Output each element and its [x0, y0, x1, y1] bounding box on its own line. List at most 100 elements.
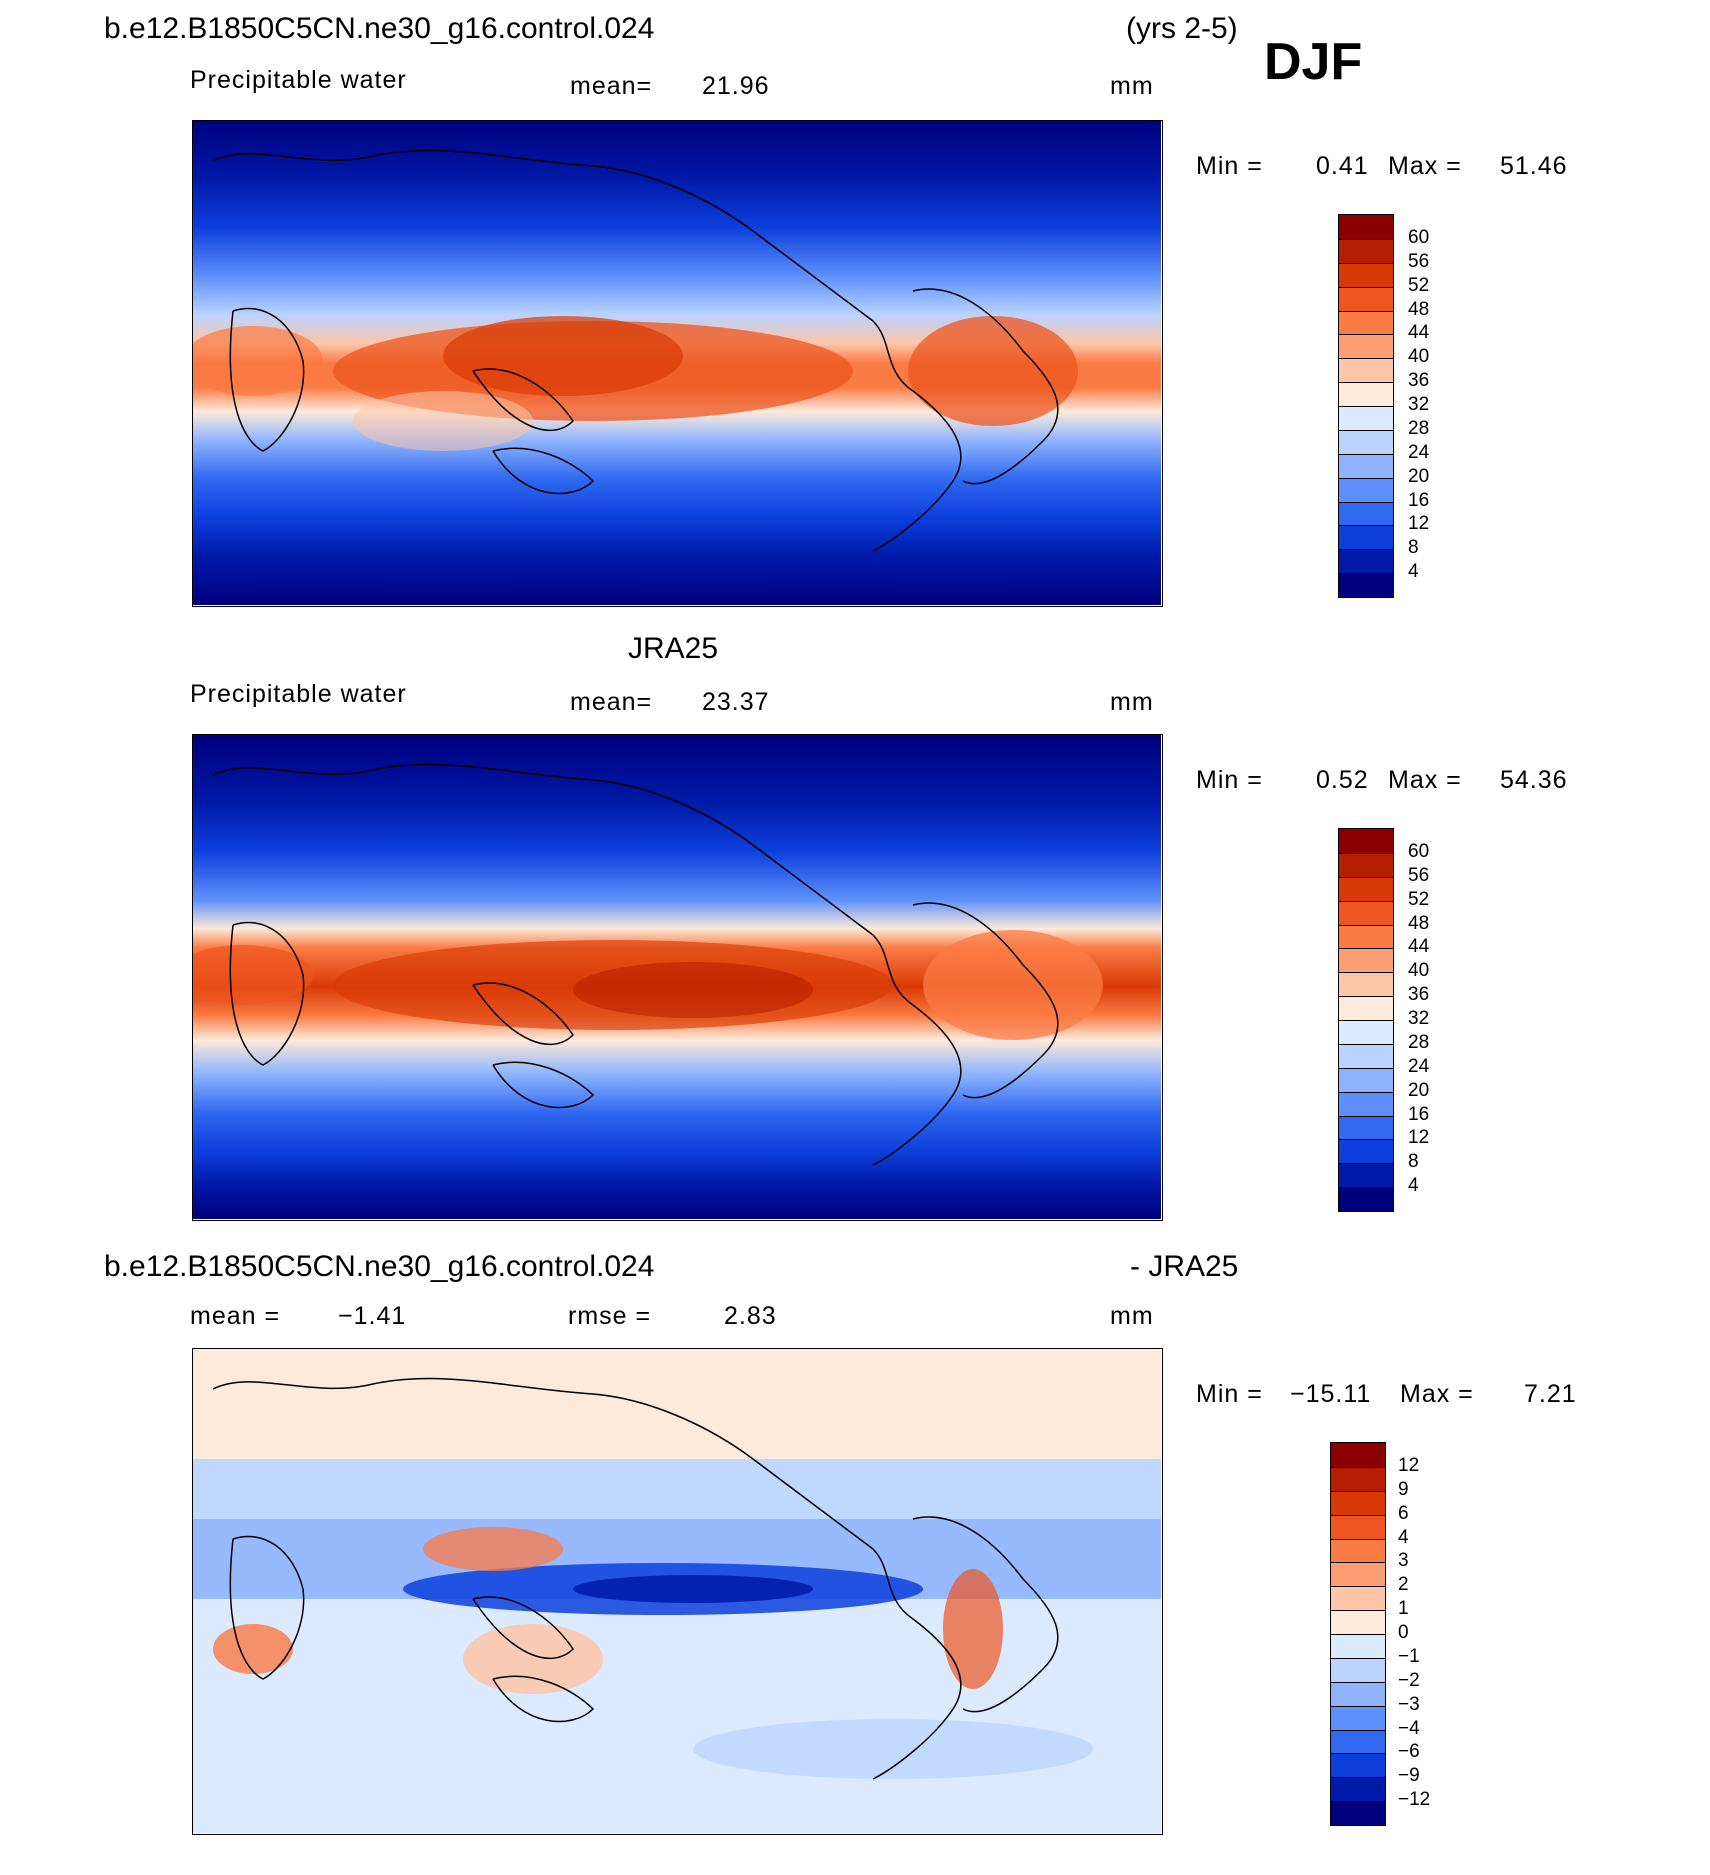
colorbar-tick-label: 40: [1408, 960, 1430, 982]
panel3-max-value: 7.21: [1524, 1380, 1577, 1408]
colorbar-tick-label: 12: [1398, 1454, 1420, 1476]
colorbar-tick-label: −6: [1398, 1741, 1420, 1763]
colorbar-tick-label: 44: [1408, 936, 1430, 958]
colorbar-cell: [1339, 501, 1393, 526]
panel2-max-label: Max =: [1388, 766, 1462, 794]
colorbar-tick-label: 8: [1408, 537, 1419, 559]
colorbar-cell: [1331, 1610, 1385, 1634]
colorbar-tick-label: −2: [1398, 1669, 1420, 1691]
colorbar-cell: [1339, 549, 1393, 574]
colorbar-tick-label: −12: [1398, 1789, 1431, 1811]
panel2-tropical-bands: [193, 930, 1103, 1040]
colorbar-cell: [1331, 1681, 1385, 1706]
colorbar-cell: [1339, 477, 1393, 502]
colorbar-cell: [1331, 1777, 1385, 1802]
colorbar-tick-label: 32: [1408, 1008, 1430, 1029]
colorbar-tick-label: 4: [1408, 561, 1419, 583]
colorbar-cell: [1339, 215, 1393, 239]
colorbar-tick-label: 40: [1408, 346, 1430, 368]
colorbar-cell: [1339, 996, 1393, 1020]
colorbar-tick-label: −9: [1398, 1765, 1420, 1787]
colorbar-tick-label: 60: [1408, 840, 1430, 862]
colorbar-tick-label: 16: [1408, 489, 1430, 511]
colorbar-tick-label: −4: [1398, 1717, 1420, 1739]
colorbar-tick-label: −3: [1398, 1693, 1420, 1715]
colorbar-tick-label: 44: [1408, 322, 1430, 344]
panel1-map: [192, 120, 1163, 607]
colorbar-cell: [1339, 238, 1393, 263]
colorbar-cell: [1339, 900, 1393, 925]
colorbar-cell: [1331, 1490, 1385, 1515]
panel2-max-value: 54.36: [1500, 766, 1568, 794]
colorbar-cell: [1331, 1443, 1385, 1467]
season-label: DJF: [1264, 33, 1363, 91]
panel1-mean-value: 21.96: [702, 72, 770, 100]
panel3-coastlines: [212, 1377, 1059, 1780]
colorbar-tick-label: 52: [1408, 274, 1430, 296]
colorbar-tick-label: 12: [1408, 1127, 1430, 1149]
colorbar-tick-label: 24: [1408, 441, 1430, 463]
colorbar-tick-label: 24: [1408, 1055, 1430, 1077]
colorbar-tick-label: 2: [1398, 1574, 1409, 1596]
colorbar-cell: [1339, 382, 1393, 406]
colorbar-cell: [1339, 453, 1393, 478]
colorbar-cell: [1339, 1020, 1393, 1044]
colorbar-cell: [1339, 429, 1393, 454]
panel1-map-svg: [193, 121, 1161, 605]
colorbar-cell: [1339, 1115, 1393, 1140]
colorbar-tick-label: 28: [1408, 1031, 1430, 1053]
colorbar-tick-label: 48: [1408, 912, 1430, 934]
colorbar-cell: [1339, 1067, 1393, 1092]
colorbar-cell: [1339, 972, 1393, 997]
colorbar-cell: [1331, 1801, 1385, 1825]
colorbar-cell: [1331, 1705, 1385, 1730]
colorbar-tick-label: 12: [1408, 513, 1430, 535]
panel2-map-svg: [193, 735, 1161, 1219]
panel1-coastlines: [212, 149, 1059, 552]
panel2-variable: Precipitable water: [190, 680, 407, 708]
panel3-min-value: −15.11: [1290, 1380, 1372, 1408]
colorbar-cell: [1331, 1562, 1385, 1587]
colorbar-cell: [1339, 334, 1393, 359]
colorbar-tick-label: 3: [1398, 1550, 1409, 1572]
panel3-mean-value: −1.41: [338, 1302, 407, 1330]
colorbar-cell: [1339, 1091, 1393, 1116]
colorbar-tick-label: 52: [1408, 888, 1430, 910]
panel2-coastlines: [212, 763, 1059, 1166]
panel3-rmse-label: rmse =: [568, 1302, 652, 1330]
colorbar-tick-label: 4: [1398, 1526, 1409, 1548]
colorbar-tick-label: 9: [1398, 1478, 1409, 1500]
colorbar-cell: [1339, 924, 1393, 949]
panel1-variable: Precipitable water: [190, 66, 407, 94]
panel3-map-svg: [193, 1349, 1161, 1833]
panel2-min-label: Min =: [1196, 766, 1263, 794]
panel3-mean-label: mean =: [190, 1302, 281, 1330]
panel3-min-label: Min =: [1196, 1380, 1263, 1408]
panel1-max-value: 51.46: [1500, 152, 1568, 180]
colorbar-cell: [1339, 1043, 1393, 1068]
panel2-mean-label: mean=: [570, 688, 653, 716]
panel2-colorbar: [1338, 828, 1394, 1212]
panel3-max-label: Max =: [1400, 1380, 1474, 1408]
panel3-units: mm: [1110, 1302, 1154, 1330]
colorbar-cell: [1331, 1657, 1385, 1682]
colorbar-cell: [1331, 1538, 1385, 1563]
colorbar-cell: [1339, 310, 1393, 335]
colorbar-tick-label: 16: [1408, 1103, 1430, 1125]
panel1-max-label: Max =: [1388, 152, 1462, 180]
colorbar-tick-label: 28: [1408, 417, 1430, 439]
panel3-title-right: - JRA25: [1130, 1250, 1239, 1283]
colorbar-tick-label: 56: [1408, 250, 1430, 272]
panel2-map: [192, 734, 1163, 1221]
colorbar-tick-label: 36: [1408, 370, 1430, 392]
colorbar-cell: [1339, 286, 1393, 311]
colorbar-tick-label: 1: [1398, 1598, 1409, 1620]
panel1-min-value: 0.41: [1316, 152, 1369, 180]
colorbar-cell: [1339, 948, 1393, 973]
colorbar-cell: [1331, 1514, 1385, 1539]
colorbar-cell: [1339, 525, 1393, 550]
colorbar-cell: [1339, 1163, 1393, 1188]
colorbar-cell: [1331, 1753, 1385, 1778]
colorbar-tick-label: 32: [1408, 394, 1430, 415]
colorbar-tick-label: 36: [1408, 984, 1430, 1006]
